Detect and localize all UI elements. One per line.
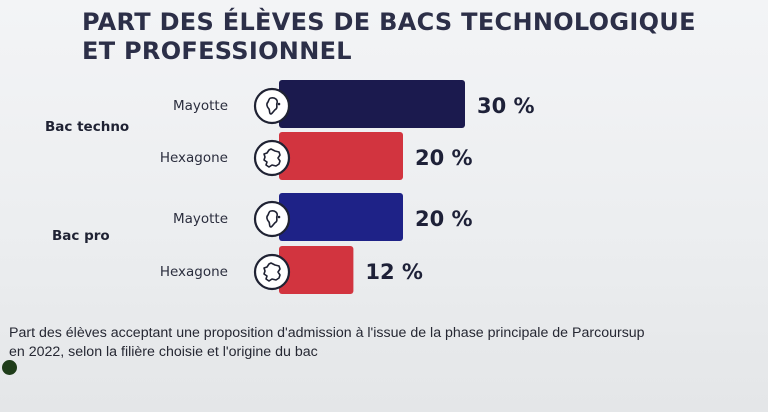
mayotte-map-icon (253, 87, 291, 125)
corner-badge-icon (2, 360, 17, 375)
bar (279, 246, 354, 294)
category-label: Mayotte (173, 211, 228, 227)
value-label: 20 % (415, 207, 473, 231)
value-label: 20 % (415, 146, 473, 170)
group-label: Bac pro (52, 228, 110, 244)
chart-caption: Part des élèves acceptant une propositio… (9, 325, 645, 360)
france-map-icon (253, 139, 291, 177)
category-label: Hexagone (160, 264, 228, 280)
category-label: Mayotte (173, 98, 228, 114)
mayotte-map-icon (253, 200, 291, 238)
group-label: Bac techno (45, 119, 129, 135)
bar (279, 80, 465, 128)
value-label: 30 % (477, 94, 535, 118)
value-label: 12 % (365, 260, 423, 284)
bar (279, 132, 403, 180)
chart-title: PART DES ÉLÈVES DE BACS TECHNOLOGIQUE ET… (82, 8, 696, 65)
france-map-icon (253, 253, 291, 291)
bar (279, 193, 403, 241)
category-label: Hexagone (160, 150, 228, 166)
